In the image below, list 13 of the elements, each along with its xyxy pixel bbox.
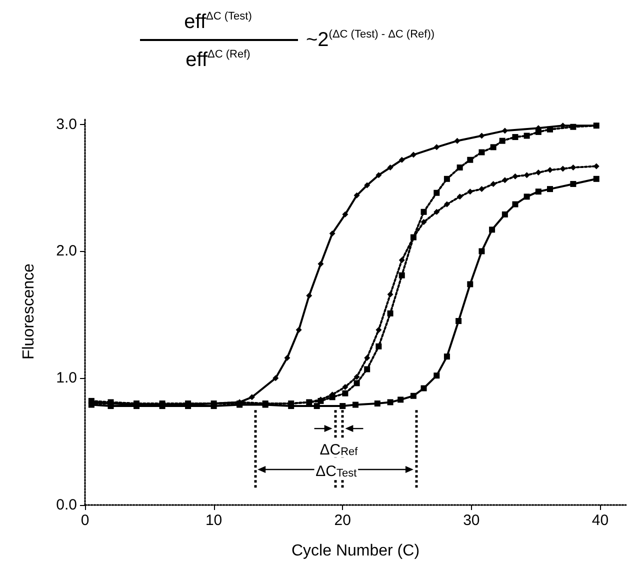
y-tick-label: 3.0	[56, 116, 77, 133]
y-tick-label: 2.0	[56, 242, 77, 260]
y-axis-title: Fluorescence	[20, 263, 38, 360]
annotation: ΔCRef	[320, 441, 359, 458]
x-axis-title: Cycle Number (C)	[291, 542, 420, 560]
x-tick-label: 30	[463, 512, 480, 529]
x-tick-label: 0	[80, 512, 90, 529]
x-tick-label: 20	[334, 512, 351, 529]
x-tick-label: 40	[592, 512, 609, 529]
x-tick-label: 10	[205, 512, 222, 529]
y-tick-label: 1.0	[56, 370, 77, 387]
y-tick-label: 0.0	[56, 496, 77, 514]
annotation: ΔCTest	[316, 462, 357, 480]
